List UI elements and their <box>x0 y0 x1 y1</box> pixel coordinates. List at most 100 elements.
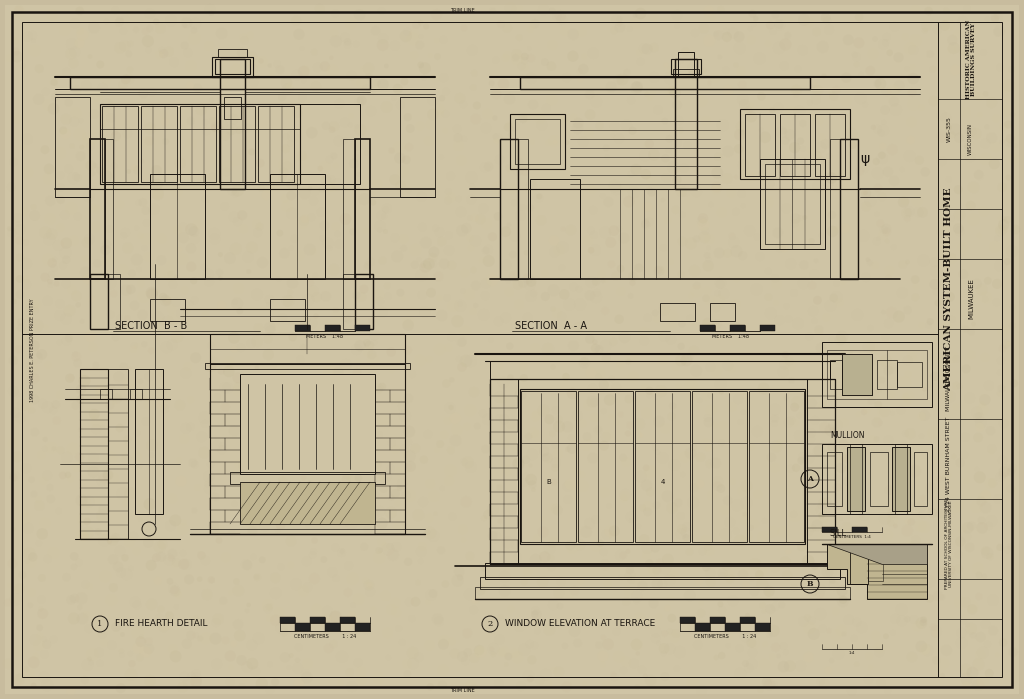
Point <box>94 628 111 640</box>
Point <box>473 254 489 266</box>
Text: A: A <box>807 475 813 483</box>
Point <box>999 256 1016 267</box>
Point <box>452 298 468 310</box>
Point <box>427 73 443 84</box>
Point <box>427 508 443 519</box>
Point <box>24 587 40 598</box>
Point <box>143 440 160 451</box>
Point <box>319 612 336 624</box>
Point <box>954 45 971 57</box>
Point <box>602 237 618 248</box>
Bar <box>660 303 695 321</box>
Point <box>305 196 322 207</box>
Point <box>164 339 180 350</box>
Point <box>378 590 394 601</box>
Point <box>731 129 748 140</box>
Point <box>270 273 287 284</box>
Point <box>812 676 828 687</box>
Point <box>768 594 784 605</box>
Bar <box>842 354 872 395</box>
Point <box>822 500 839 512</box>
Point <box>355 284 372 295</box>
Text: WINDOW ELEVATION AT TERRACE: WINDOW ELEVATION AT TERRACE <box>505 619 655 628</box>
Point <box>132 652 148 663</box>
Point <box>700 541 717 552</box>
Point <box>912 521 929 532</box>
Point <box>534 513 550 524</box>
Point <box>32 622 48 633</box>
Point <box>948 401 965 412</box>
Point <box>695 65 712 76</box>
Point <box>198 555 214 566</box>
Point <box>314 397 331 408</box>
Point <box>793 455 809 466</box>
Point <box>851 166 867 177</box>
Point <box>736 99 753 110</box>
Point <box>178 305 195 316</box>
Point <box>529 626 546 637</box>
Point <box>977 619 993 630</box>
Point <box>104 554 121 565</box>
Point <box>512 389 528 400</box>
Point <box>799 387 815 398</box>
Point <box>685 442 701 453</box>
Point <box>451 194 467 205</box>
Point <box>951 132 968 143</box>
Point <box>112 42 128 53</box>
Point <box>796 278 812 289</box>
Point <box>68 171 84 182</box>
Point <box>83 657 99 668</box>
Point <box>154 254 170 266</box>
Point <box>792 410 808 421</box>
Point <box>522 178 539 189</box>
Point <box>505 124 521 136</box>
Point <box>58 66 75 78</box>
Point <box>951 226 968 237</box>
Point <box>9 51 26 62</box>
Point <box>767 563 783 574</box>
Point <box>307 390 324 401</box>
Point <box>378 204 394 215</box>
Point <box>615 233 632 244</box>
Point <box>366 337 382 348</box>
Point <box>336 516 352 527</box>
Point <box>140 643 157 654</box>
Point <box>181 574 198 585</box>
Point <box>303 287 319 298</box>
Point <box>209 658 225 670</box>
Point <box>269 525 286 536</box>
Point <box>16 513 33 524</box>
Point <box>271 607 288 618</box>
Point <box>989 11 1006 22</box>
Point <box>204 575 220 586</box>
Point <box>767 111 783 122</box>
Point <box>639 43 655 55</box>
Point <box>719 31 735 43</box>
Bar <box>755 623 770 631</box>
Point <box>260 456 276 467</box>
Point <box>442 403 459 414</box>
Point <box>217 130 233 141</box>
Point <box>200 269 216 280</box>
Bar <box>343 139 355 279</box>
Point <box>141 23 158 34</box>
Point <box>179 361 196 372</box>
Point <box>724 231 740 242</box>
Point <box>183 670 200 682</box>
Point <box>693 598 710 609</box>
Point <box>239 661 255 672</box>
Point <box>427 223 443 234</box>
Point <box>697 293 714 304</box>
Point <box>577 356 593 367</box>
Point <box>322 366 338 377</box>
Point <box>328 304 344 315</box>
Point <box>869 124 886 135</box>
Point <box>859 254 876 266</box>
Point <box>607 271 624 282</box>
Point <box>968 501 984 512</box>
Point <box>362 315 379 326</box>
Point <box>895 196 911 208</box>
Point <box>3 182 19 193</box>
Point <box>653 385 670 396</box>
Point <box>838 95 854 106</box>
